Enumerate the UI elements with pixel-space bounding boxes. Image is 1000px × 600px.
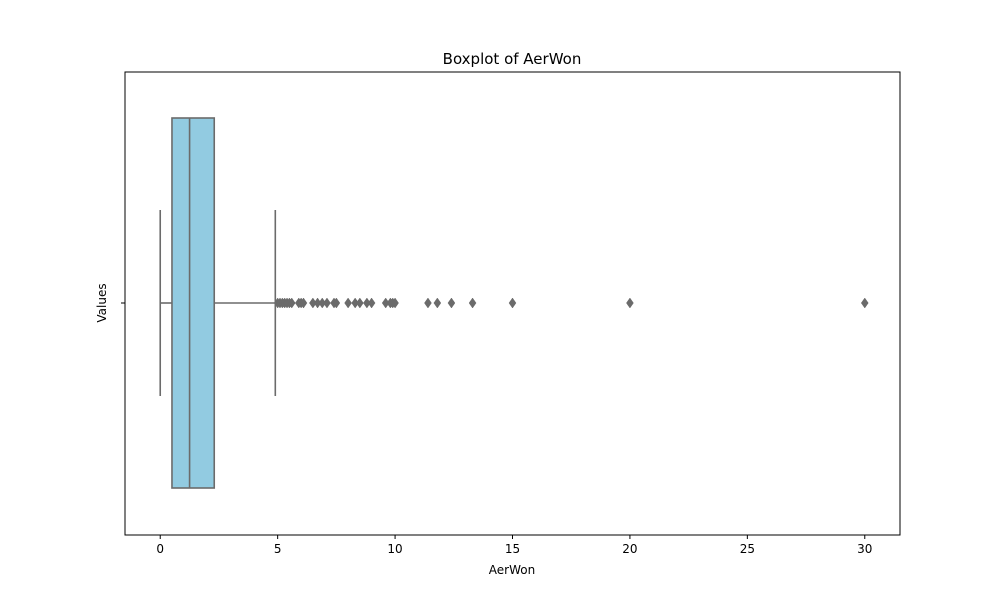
outlier-point <box>433 297 442 309</box>
x-tick-label: 0 <box>156 542 164 556</box>
x-tick-label: 30 <box>857 542 872 556</box>
x-tick-label: 15 <box>505 542 520 556</box>
x-tick-label: 20 <box>622 542 637 556</box>
x-tick-label: 25 <box>740 542 755 556</box>
outlier-point <box>367 297 376 309</box>
outlier-point <box>323 297 331 309</box>
y-axis-label: Values <box>95 283 109 322</box>
x-axis-label: AerWon <box>489 563 535 577</box>
outlier-point <box>344 297 352 309</box>
outlier-point <box>287 297 296 309</box>
plot-area <box>159 117 869 489</box>
outlier-point <box>626 297 634 309</box>
iqr-box <box>171 117 216 489</box>
x-tick-label: 10 <box>387 542 402 556</box>
outlier-point <box>424 297 432 309</box>
outlier-point <box>508 297 517 309</box>
outlier-point <box>468 297 477 309</box>
outlier-point <box>356 297 364 309</box>
outlier-point <box>391 297 399 309</box>
chart-title: Boxplot of AerWon <box>443 50 582 68</box>
outlier-point <box>860 297 869 309</box>
outlier-point <box>299 297 308 309</box>
x-axis: 0 5 10 15 20 25 30 <box>156 535 872 556</box>
outlier-point <box>332 297 341 309</box>
x-tick-label: 5 <box>274 542 282 556</box>
outlier-point <box>447 297 456 309</box>
